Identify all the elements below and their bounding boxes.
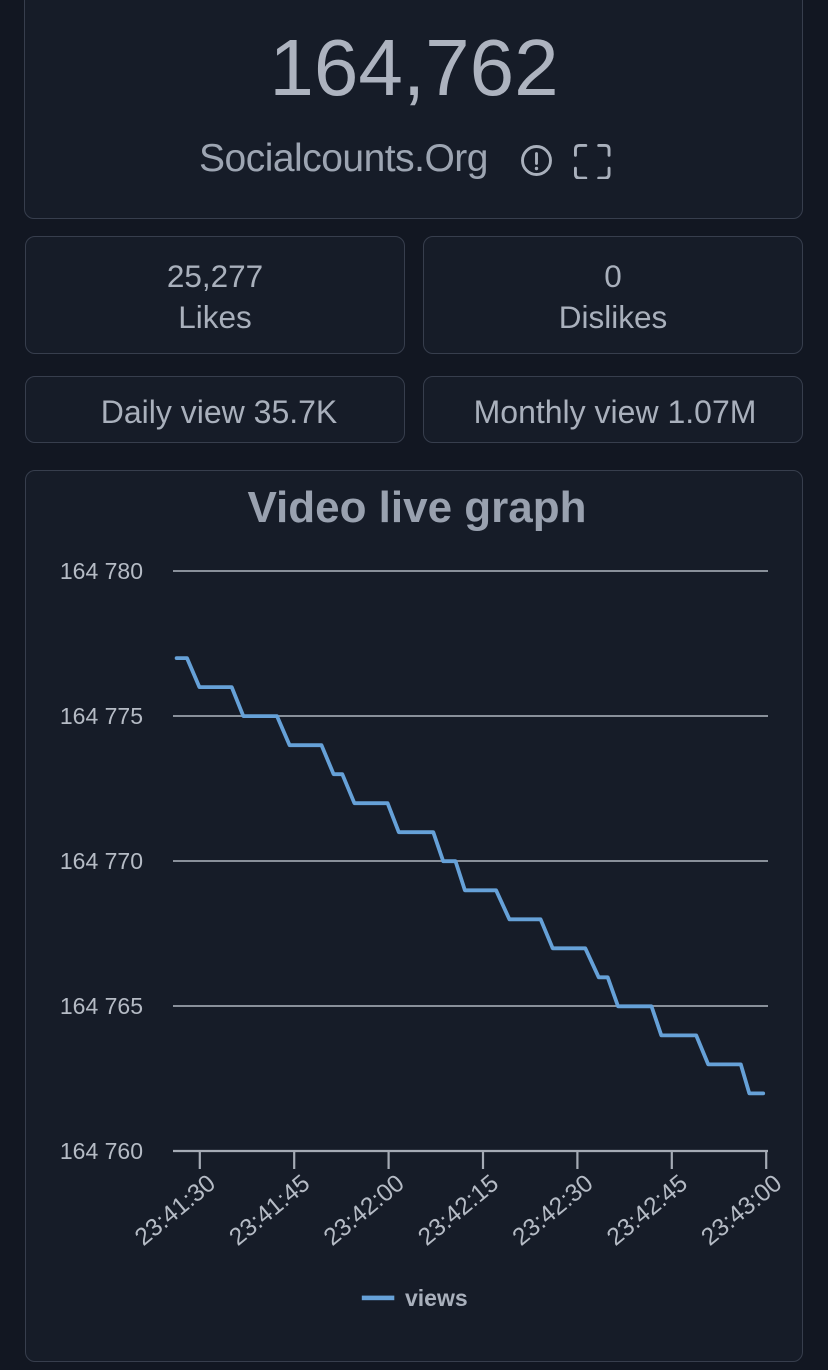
svg-text:views: views [405, 1285, 468, 1311]
svg-text:164 780: 164 780 [60, 558, 143, 584]
svg-text:164 775: 164 775 [60, 703, 143, 729]
svg-text:164 760: 164 760 [60, 1138, 143, 1164]
svg-text:23:42:45: 23:42:45 [602, 1170, 693, 1251]
svg-text:23:41:30: 23:41:30 [130, 1170, 221, 1251]
svg-text:23:41:45: 23:41:45 [224, 1170, 315, 1251]
svg-text:23:42:15: 23:42:15 [413, 1170, 504, 1251]
svg-text:23:42:00: 23:42:00 [319, 1170, 410, 1251]
svg-text:23:42:30: 23:42:30 [508, 1170, 599, 1251]
svg-text:164 770: 164 770 [60, 848, 143, 874]
svg-text:164 765: 164 765 [60, 993, 143, 1019]
svg-text:23:43:00: 23:43:00 [696, 1170, 787, 1251]
